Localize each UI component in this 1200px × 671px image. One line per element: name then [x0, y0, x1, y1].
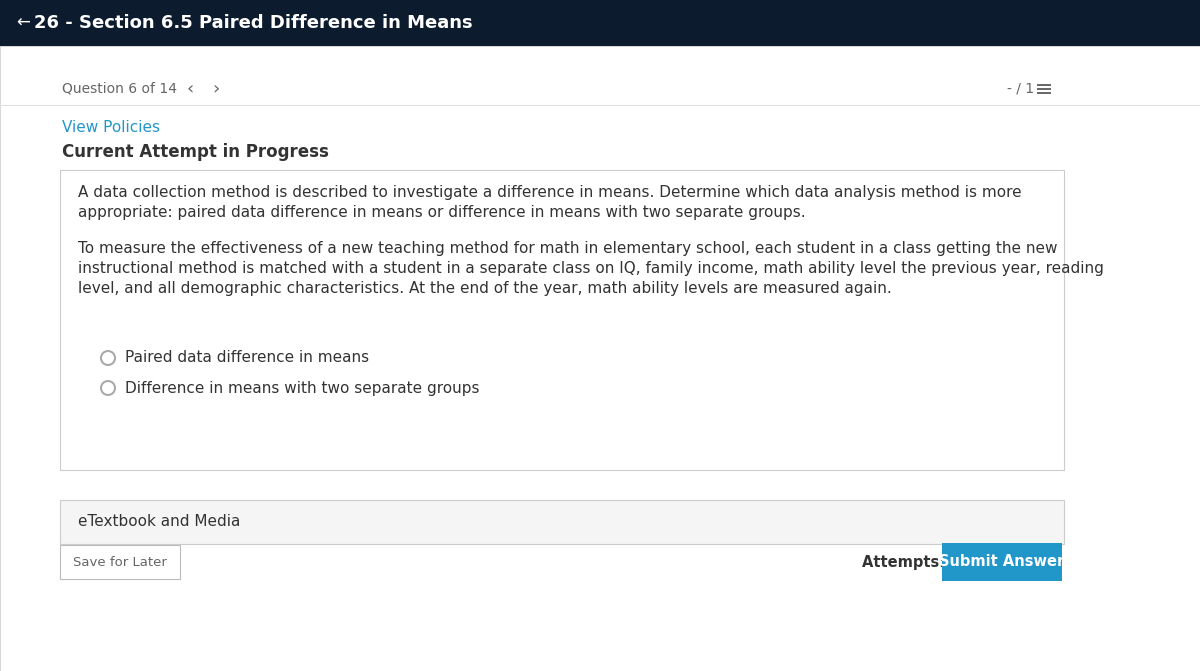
Text: Current Attempt in Progress: Current Attempt in Progress	[62, 143, 329, 161]
Text: Paired data difference in means: Paired data difference in means	[125, 350, 370, 366]
Text: View Policies: View Policies	[62, 119, 160, 134]
Text: Save for Later: Save for Later	[73, 556, 167, 568]
Text: eTextbook and Media: eTextbook and Media	[78, 515, 240, 529]
FancyBboxPatch shape	[60, 545, 180, 579]
Text: - / 1: - / 1	[1007, 82, 1034, 96]
Text: 26 - Section 6.5 Paired Difference in Means: 26 - Section 6.5 Paired Difference in Me…	[34, 14, 473, 32]
Text: ›: ›	[212, 80, 220, 98]
Text: To measure the effectiveness of a new teaching method for math in elementary sch: To measure the effectiveness of a new te…	[78, 240, 1057, 256]
Text: ←: ←	[16, 14, 30, 32]
FancyBboxPatch shape	[60, 170, 1064, 470]
Text: Difference in means with two separate groups: Difference in means with two separate gr…	[125, 380, 480, 395]
Text: level, and all demographic characteristics. At the end of the year, math ability: level, and all demographic characteristi…	[78, 280, 892, 295]
Text: appropriate: paired data difference in means or difference in means with two sep: appropriate: paired data difference in m…	[78, 205, 805, 219]
FancyBboxPatch shape	[0, 46, 1200, 671]
FancyBboxPatch shape	[942, 543, 1062, 581]
Text: Submit Answer: Submit Answer	[940, 554, 1064, 570]
Text: Question 6 of 14: Question 6 of 14	[62, 82, 178, 96]
Text: A data collection method is described to investigate a difference in means. Dete: A data collection method is described to…	[78, 185, 1021, 199]
Text: instructional method is matched with a student in a separate class on IQ, family: instructional method is matched with a s…	[78, 260, 1104, 276]
Text: Attempts: 0 of 4 used: Attempts: 0 of 4 used	[862, 554, 1042, 570]
Text: ‹: ‹	[187, 80, 194, 98]
FancyBboxPatch shape	[0, 0, 1200, 46]
FancyBboxPatch shape	[0, 46, 1200, 671]
FancyBboxPatch shape	[60, 500, 1064, 544]
